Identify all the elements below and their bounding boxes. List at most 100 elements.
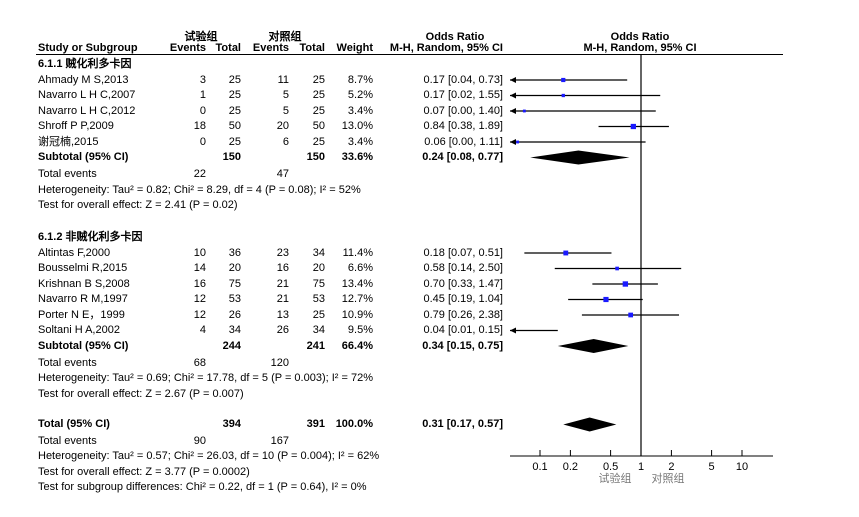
total-events-1: 22 (193, 168, 206, 180)
study-point (516, 140, 520, 144)
study-arrow-left-icon (510, 139, 516, 145)
study-name: Porter N E，1999 (38, 308, 125, 321)
study-weight: 12.7% (341, 293, 373, 305)
study-name: Krishnan B S,2008 (38, 277, 130, 290)
study-events1: 10 (193, 246, 206, 259)
study-arrow-left-icon (510, 92, 516, 99)
total-events-1: 90 (193, 435, 206, 447)
study-name: Navarro L H C,2012 (38, 104, 136, 117)
study-events1: 0 (199, 104, 206, 117)
study-events2: 23 (276, 246, 289, 259)
study-point (561, 77, 566, 83)
header-plot-title: Odds Ratio (610, 31, 670, 43)
study-name: 谢冠楠,2015 (38, 135, 99, 148)
study-point (522, 109, 526, 113)
x-tick-label: 2 (668, 461, 675, 473)
x-tick-label: 10 (735, 461, 749, 473)
study-weight: 3.4% (347, 135, 373, 148)
header-group-exp: 试验组 (184, 31, 218, 43)
study-total1: 20 (228, 262, 241, 274)
study-total1: 25 (228, 89, 241, 101)
total-overall-effect: Test for overall effect: Z = 3.77 (P = 0… (38, 465, 250, 478)
total-weight: 100.0% (335, 418, 373, 430)
study-point (615, 266, 619, 271)
study-total2: 34 (312, 324, 325, 336)
study-events1: 16 (193, 277, 206, 290)
study-name: Navarro R M,1997 (38, 293, 128, 305)
study-or: 0.04 [0.01, 0.15] (423, 324, 503, 336)
total-events-1: 68 (193, 356, 206, 369)
study-events1: 12 (193, 308, 206, 321)
total-total2: 391 (306, 418, 325, 430)
study-total1: 25 (228, 73, 241, 86)
subgroup-differences: Test for subgroup differences: Chi² = 0.… (38, 481, 367, 493)
subtotal-total2: 150 (306, 151, 325, 163)
study-total2: 25 (312, 104, 325, 117)
heterogeneity: Heterogeneity: Tau² = 0.69; Chi² = 17.78… (38, 372, 373, 384)
study-events2: 5 (282, 104, 289, 117)
subgroup-title: 6.1.1 贼化利多卡因 (38, 58, 132, 70)
overall-effect: Test for overall effect: Z = 2.41 (P = 0… (38, 199, 238, 211)
study-weight: 9.5% (347, 324, 373, 336)
total-total1: 394 (222, 418, 241, 430)
study-total2: 25 (312, 135, 325, 148)
study-events2: 16 (276, 262, 289, 274)
study-or: 0.18 [0.07, 0.51] (423, 246, 503, 259)
subtotal-or: 0.34 [0.15, 0.75] (422, 339, 503, 352)
header-events2: Events (252, 42, 289, 54)
study-or: 0.79 [0.26, 2.38] (423, 308, 503, 321)
study-weight: 13.0% (341, 120, 373, 132)
study-total1: 53 (228, 293, 241, 305)
header-total2: Total (299, 42, 325, 54)
header-plot-method: M-H, Random, 95% CI (583, 42, 697, 54)
study-events2: 11 (277, 73, 289, 86)
subtotal-total2: 241 (306, 339, 325, 352)
study-events2: 13 (276, 308, 289, 321)
study-total1: 50 (228, 120, 241, 132)
study-events1: 4 (199, 324, 206, 336)
total-events-label: Total events (38, 435, 97, 447)
study-or: 0.84 [0.38, 1.89] (423, 120, 503, 132)
study-arrow-left-icon (510, 77, 516, 83)
study-weight: 3.4% (347, 104, 373, 117)
favours-left: 试验组 (598, 473, 632, 485)
study-name: Shroff P P,2009 (38, 120, 114, 132)
study-events2: 21 (276, 277, 289, 290)
study-weight: 10.9% (341, 308, 373, 321)
study-total1: 26 (228, 308, 241, 321)
total-or: 0.31 [0.17, 0.57] (422, 418, 503, 430)
study-total2: 34 (312, 246, 325, 259)
study-point (563, 250, 569, 256)
x-tick-label: 1 (637, 461, 645, 473)
total-events-label: Total events (38, 168, 97, 180)
total-events-2: 167 (270, 435, 289, 447)
study-total2: 53 (312, 293, 325, 305)
study-or: 0.17 [0.04, 0.73] (423, 73, 503, 86)
study-events2: 6 (282, 135, 289, 148)
overall-effect: Test for overall effect: Z = 2.67 (P = 0… (38, 387, 244, 400)
study-total1: 25 (228, 104, 241, 117)
study-or: 0.06 [0.00, 1.11] (424, 135, 503, 148)
x-tick-label: 0.5 (602, 461, 619, 473)
heterogeneity: Heterogeneity: Tau² = 0.82; Chi² = 8.29,… (38, 183, 361, 196)
study-total1: 25 (228, 135, 241, 148)
study-events1: 0 (199, 135, 206, 148)
study-events1: 3 (199, 73, 206, 86)
x-tick-label: 0.1 (532, 461, 548, 473)
study-arrow-left-icon (510, 108, 516, 114)
study-weight: 8.7% (347, 73, 373, 86)
study-weight: 6.6% (347, 262, 373, 274)
study-weight: 5.2% (347, 89, 373, 101)
favours-right: 对照组 (651, 473, 685, 485)
study-events2: 21 (276, 293, 289, 305)
header-total1: Total (215, 42, 241, 54)
header-events1: Events (169, 42, 206, 54)
x-tick-label: 0.2 (562, 461, 579, 473)
total-events-2: 47 (276, 168, 289, 180)
study-name: Bousselmi R,2015 (38, 262, 128, 274)
study-total1: 36 (228, 246, 241, 259)
study-or: 0.17 [0.02, 1.55] (423, 89, 503, 101)
subgroup-title: 6.1.2 非贼化利多卡因 (38, 231, 143, 243)
study-point (603, 296, 609, 303)
subtotal-label: Subtotal (95% CI) (38, 339, 129, 352)
